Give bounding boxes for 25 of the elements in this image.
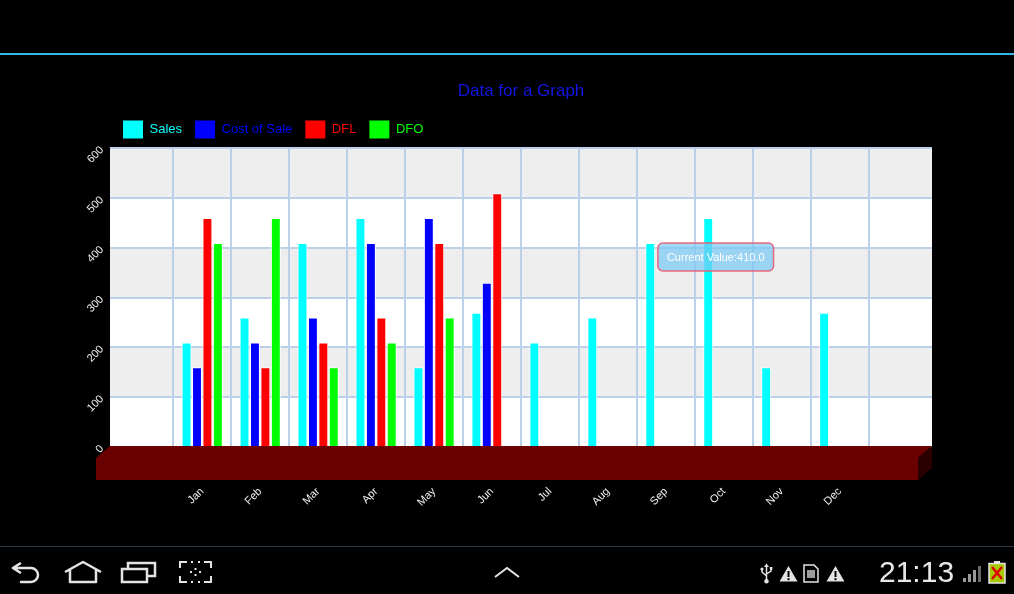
x-tick-label: Oct (706, 484, 728, 506)
chart-title: Data for a Graph (457, 80, 585, 100)
y-tick-label: 600 (84, 143, 106, 165)
legend-label: DFO (395, 120, 424, 136)
x-tick-label: Mar (299, 484, 322, 507)
x-tick-label: Feb (241, 484, 264, 507)
x-tick-label: Dec (821, 484, 844, 508)
y-tick-label: 200 (84, 342, 106, 365)
y-tick-label: 0 (92, 442, 106, 455)
y-tick-label: 100 (84, 392, 106, 414)
x-tick-label: Sep (647, 484, 670, 508)
x-tick-label: Aug (589, 484, 612, 508)
x-tick-label: May (414, 484, 438, 508)
y-tick-label: 500 (84, 193, 106, 215)
legend-label: Cost of Sale (221, 120, 293, 136)
x-tick-label: Nov (763, 484, 786, 508)
legend-label: Sales (149, 120, 183, 136)
x-tick-label: Jul (535, 484, 554, 504)
y-tick-label: 400 (84, 243, 106, 265)
legend-label: DFL (331, 120, 357, 136)
x-tick-label: Jun (474, 484, 496, 506)
text: 21:13 (879, 555, 955, 588)
x-tick-label: Apr (359, 484, 380, 506)
x-tick-label: Jan (184, 484, 206, 506)
y-tick-label: 300 (84, 292, 106, 315)
